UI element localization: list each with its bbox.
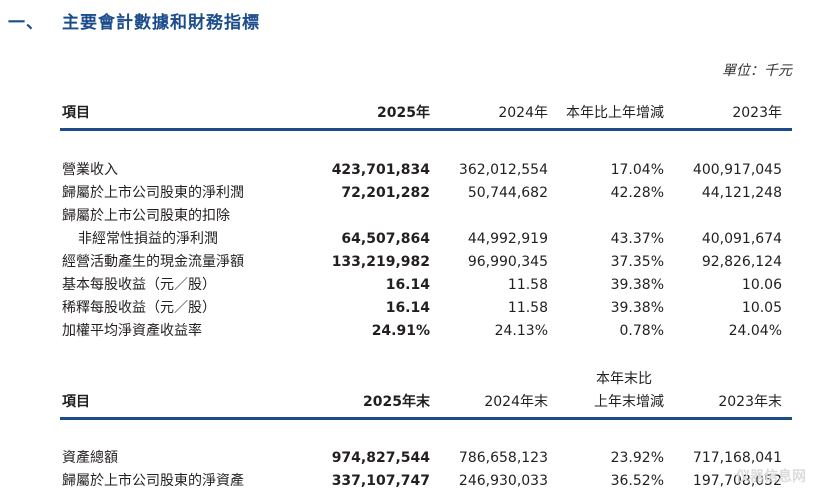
cell-2025: 133,219,982 — [331, 254, 430, 270]
cell-2024: 24.13% — [494, 323, 548, 339]
cell-change: 42.28% — [610, 185, 664, 201]
table-year-end-body: 資產總額 974,827,544 786,658,123 23.92% 717,… — [60, 447, 792, 493]
table-row: 營業收入 423,701,834 362,012,554 17.04% 400,… — [60, 159, 792, 182]
cell-2023: 24.04% — [728, 323, 782, 339]
section-title: 主要會計數據和財務指標 — [62, 13, 260, 33]
header-2025-end: 2025年末 — [363, 394, 430, 410]
cell-change: 37.35% — [610, 254, 664, 270]
cell-change: 23.92% — [610, 450, 664, 466]
cell-change: 39.38% — [610, 277, 664, 293]
cell-2025: 24.91% — [371, 323, 430, 339]
table-year-end-data: 項目 2025年末 2024年末 上年末增減 2023年末 — [60, 391, 792, 414]
cell-2023: 10.05 — [741, 300, 782, 316]
cell-change: 36.52% — [610, 473, 664, 489]
cell-2023-end: 197,708,052 — [692, 473, 782, 489]
table-row: 稀釋每股收益（元／股） 16.14 11.58 39.38% 10.05 — [60, 297, 792, 320]
cell-2023: 40,091,674 — [701, 231, 782, 247]
cell-2023: 10.06 — [741, 277, 782, 293]
section-number: 一、 — [8, 13, 44, 33]
cell-2025: 72,201,282 — [341, 185, 430, 201]
cell-2024: 11.58 — [507, 277, 548, 293]
row-label: 歸屬於上市公司股東的扣除 — [62, 208, 230, 224]
row-label: 稀釋每股收益（元／股） — [62, 300, 216, 316]
table-row: 經營活動產生的現金流量淨額 133,219,982 96,990,345 37.… — [60, 251, 792, 274]
cell-2023: 92,826,124 — [701, 254, 782, 270]
cell-change: 39.38% — [610, 300, 664, 316]
row-label: 營業收入 — [62, 162, 118, 178]
table-row: 歸屬於上市公司股東的淨利潤 72,201,282 50,744,682 42.2… — [60, 182, 792, 205]
header-2023-end: 2023年末 — [718, 394, 782, 410]
cell-2025-end: 337,107,747 — [331, 473, 430, 489]
watermark: 仪器信息网 — [736, 469, 806, 485]
table-row: 非經常性損益的淨利潤 64,507,864 44,992,919 43.37% … — [60, 228, 792, 251]
cell-2024: 50,744,682 — [467, 185, 548, 201]
table-main-data: 項目 2025年 2024年 本年比上年增減 2023年 — [60, 102, 792, 125]
table-row: 資產總額 974,827,544 786,658,123 23.92% 717,… — [60, 447, 792, 470]
cell-2023-end: 717,168,041 — [692, 450, 782, 466]
header-item: 項目 — [62, 105, 90, 121]
cell-2025: 16.14 — [385, 300, 430, 316]
row-label: 經營活動產生的現金流量淨額 — [62, 254, 244, 270]
unit-label: 單位：千元 — [722, 63, 792, 79]
table-row: 基本每股收益（元／股） 16.14 11.58 39.38% 10.06 — [60, 274, 792, 297]
header-2024: 2024年 — [498, 105, 548, 121]
cell-change: 0.78% — [619, 323, 664, 339]
cell-2025: 423,701,834 — [331, 162, 430, 178]
header-2023: 2023年 — [732, 105, 782, 121]
header-2024-end: 2024年末 — [484, 394, 548, 410]
cell-2024-end: 246,930,033 — [458, 473, 548, 489]
cell-change: 17.04% — [610, 162, 664, 178]
cell-2024: 96,990,345 — [467, 254, 548, 270]
cell-2024: 44,992,919 — [467, 231, 548, 247]
cell-2024: 11.58 — [507, 300, 548, 316]
cell-2025-end: 974,827,544 — [331, 450, 430, 466]
table-row: 歸屬於上市公司股東的扣除 — [60, 205, 792, 228]
cell-2025: 64,507,864 — [341, 231, 430, 247]
header-item: 項目 — [62, 394, 90, 410]
header-change: 本年比上年增減 — [566, 105, 664, 121]
cell-2024: 362,012,554 — [458, 162, 548, 178]
header2-change-line1: 本年末比 — [596, 371, 652, 387]
table-header-row: 項目 2025年末 2024年末 上年末增減 2023年末 — [60, 391, 792, 414]
cell-2023: 400,917,045 — [692, 162, 782, 178]
table-header-row: 項目 2025年 2024年 本年比上年增減 2023年 — [60, 102, 792, 125]
row-label: 基本每股收益（元／股） — [62, 277, 216, 293]
cell-2025: 16.14 — [385, 277, 430, 293]
header-rule — [60, 128, 792, 131]
table-row: 加權平均淨資產收益率 24.91% 24.13% 0.78% 24.04% — [60, 320, 792, 343]
row-label: 歸屬於上市公司股東的淨資產 — [62, 473, 244, 489]
row-label: 加權平均淨資產收益率 — [62, 323, 202, 339]
table-row: 歸屬於上市公司股東的淨資產 337,107,747 246,930,033 36… — [60, 470, 792, 493]
row-label: 歸屬於上市公司股東的淨利潤 — [62, 185, 244, 201]
row-label: 資產總額 — [62, 450, 118, 466]
header-change-line2: 上年末增減 — [594, 394, 664, 410]
header2-rule — [60, 417, 792, 420]
table-main-body: 營業收入 423,701,834 362,012,554 17.04% 400,… — [60, 159, 792, 343]
section-heading: 一、 主要會計數據和財務指標 — [8, 8, 260, 33]
cell-2023: 44,121,248 — [701, 185, 782, 201]
row-label: 非經常性損益的淨利潤 — [78, 231, 218, 247]
cell-2024-end: 786,658,123 — [458, 450, 548, 466]
header-2025: 2025年 — [377, 105, 430, 121]
cell-change: 43.37% — [610, 231, 664, 247]
